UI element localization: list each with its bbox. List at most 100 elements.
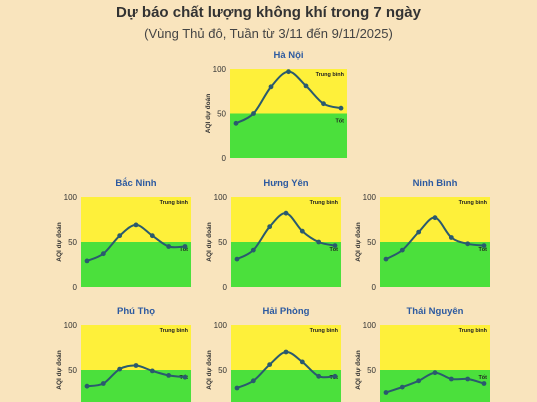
band-label-moderate: Trung bình	[160, 328, 189, 334]
band-label-moderate: Trung bình	[160, 200, 189, 206]
data-point	[332, 243, 338, 249]
data-point	[166, 373, 172, 378]
data-point	[84, 383, 90, 389]
chart-title: Ninh Bình	[413, 178, 458, 189]
data-point	[283, 210, 289, 216]
y-tick-label: 100	[64, 193, 78, 202]
data-point	[432, 370, 438, 376]
chart-title: Hưng Yên	[263, 178, 308, 189]
chart-panel: Trung bình Tốt Hưng Yên 0 50 100 AQI dự đoán	[206, 178, 341, 292]
data-point	[100, 251, 106, 257]
data-point	[234, 385, 240, 391]
band-good	[81, 242, 191, 287]
data-point	[316, 239, 322, 245]
y-tick-label: 100	[363, 321, 377, 330]
y-axis-label: AQI dự đoán	[56, 222, 63, 261]
data-point	[84, 258, 90, 264]
y-tick-label: 0	[73, 283, 78, 292]
band-moderate	[81, 325, 191, 370]
data-point	[182, 374, 188, 380]
data-point	[250, 378, 256, 384]
data-point	[383, 256, 389, 262]
data-point	[465, 241, 471, 247]
y-axis-label: AQI dự đoán	[355, 222, 362, 261]
page-title: Dự báo chất lượng không khí trong 7 ngày	[116, 4, 421, 21]
band-label-good: Tốt	[179, 246, 188, 253]
data-point	[321, 101, 326, 107]
chart-panel: Trung bình Tốt Bắc Ninh 0 50 100 AQI dự đoán	[56, 177, 191, 292]
data-point	[234, 256, 240, 262]
y-tick-label: 0	[223, 283, 228, 292]
data-point	[481, 243, 487, 249]
data-point	[267, 362, 273, 367]
data-point	[283, 349, 289, 355]
band-good	[380, 370, 490, 402]
chart-title: Phú Thọ	[117, 306, 155, 317]
band-good	[231, 370, 341, 402]
data-point	[299, 228, 305, 234]
y-tick-label: 0	[372, 283, 377, 292]
y-axis-label: AQI dự đoán	[206, 350, 213, 389]
band-good	[230, 113, 347, 158]
band-label-good: Tốt	[329, 246, 338, 253]
data-point	[416, 378, 422, 384]
chart-title: Hà Nội	[273, 50, 303, 61]
chart-panel: Trung bình Tốt Hà Nội 0 50 100 AQI dự đoán	[205, 50, 347, 163]
data-point	[233, 120, 239, 126]
band-label-good: Tốt	[478, 374, 487, 381]
data-point	[250, 247, 256, 253]
band-label-moderate: Trung bình	[316, 72, 345, 78]
data-point	[303, 83, 309, 89]
chart-title: Thái Nguyên	[406, 306, 463, 317]
y-tick-label: 100	[214, 193, 228, 202]
band-label-moderate: Trung bình	[310, 200, 339, 206]
data-point	[133, 222, 139, 228]
data-point	[286, 69, 291, 75]
band-moderate	[81, 197, 191, 242]
data-point	[448, 235, 454, 240]
y-tick-label: 50	[68, 366, 77, 375]
band-good	[231, 242, 341, 287]
y-axis-label: AQI dự đoán	[355, 350, 362, 389]
band-moderate	[380, 325, 490, 370]
data-point	[448, 376, 454, 382]
y-tick-label: 50	[367, 238, 376, 247]
data-point	[267, 224, 273, 230]
y-tick-label: 50	[218, 366, 227, 375]
page-subtitle: (Vùng Thủ đô, Tuần từ 3/11 đến 9/11/2025…	[144, 26, 393, 41]
y-tick-label: 50	[68, 238, 77, 247]
data-point	[117, 233, 123, 239]
y-tick-label: 100	[214, 321, 228, 330]
y-tick-label: 100	[213, 65, 227, 74]
data-point	[332, 373, 338, 379]
data-point	[338, 105, 344, 111]
data-point	[182, 244, 188, 249]
data-point	[399, 247, 405, 253]
y-tick-label: 0	[222, 154, 227, 163]
y-axis-label: AQI dự đoán	[205, 94, 212, 133]
data-point	[383, 390, 389, 395]
data-point	[432, 215, 438, 221]
band-moderate	[231, 197, 341, 242]
band-good	[380, 242, 490, 287]
chart-title: Hải Phòng	[263, 306, 310, 317]
data-point	[465, 376, 471, 382]
data-point	[149, 233, 155, 239]
y-tick-label: 100	[64, 321, 78, 330]
y-tick-label: 50	[218, 238, 227, 247]
y-tick-label: 50	[367, 366, 376, 375]
data-point	[299, 359, 305, 365]
data-point	[166, 244, 172, 249]
y-tick-label: 100	[363, 193, 377, 202]
band-moderate	[231, 325, 341, 370]
y-axis-label: AQI dự đoán	[206, 222, 213, 261]
band-label-good: Tốt	[478, 246, 487, 253]
band-label-moderate: Trung bình	[310, 328, 339, 334]
data-point	[416, 229, 422, 235]
data-point	[149, 368, 155, 374]
data-point	[399, 384, 405, 390]
data-point	[481, 381, 487, 386]
